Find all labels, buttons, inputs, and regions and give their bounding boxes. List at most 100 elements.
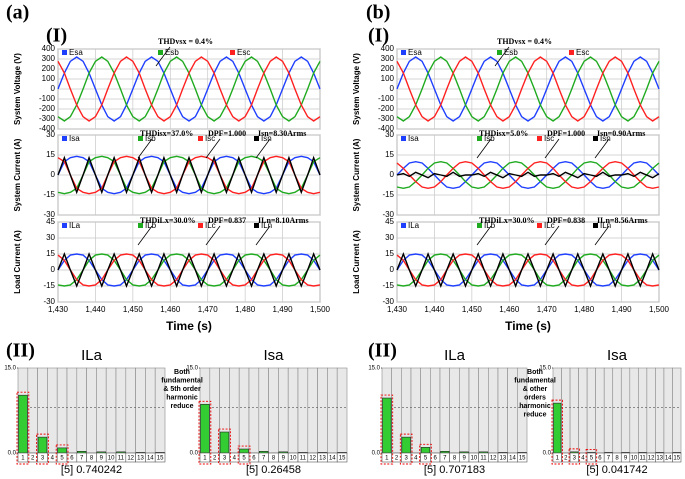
series-line	[396, 160, 660, 190]
legend-swatch	[593, 136, 598, 141]
x-tick-label: 11	[118, 456, 125, 462]
bar-background	[612, 367, 622, 454]
x-tick-label: 1,470	[198, 305, 219, 314]
legend-label: ILb	[145, 221, 157, 230]
y-tick-label: 300	[42, 54, 56, 63]
bar-background	[56, 367, 68, 454]
y-tick-label: -15	[43, 190, 55, 199]
x-tick-label: 3	[573, 456, 577, 462]
x-tick-label: 1,500	[310, 305, 331, 314]
caption: [5] 0.041742	[586, 464, 647, 476]
bar-background	[663, 367, 673, 454]
legend-label: Esa	[69, 48, 83, 57]
x-tick-label: 1,460	[160, 305, 181, 314]
legend-label: Isc	[544, 134, 554, 143]
legend-swatch	[198, 223, 203, 228]
x-tick-label: 1,430	[48, 305, 69, 314]
annotation: DPF=1.000	[208, 129, 246, 138]
y-tick-label: 15	[46, 249, 55, 258]
legend-label: Isb	[145, 134, 156, 143]
bar-background	[646, 367, 656, 454]
x-tick-label: 12	[127, 456, 134, 462]
annotation: orders	[524, 394, 546, 401]
legend-label: ILa	[69, 221, 81, 230]
x-tick-label: 1,460	[499, 305, 520, 314]
bar-background	[595, 367, 605, 454]
bar-background	[672, 367, 682, 454]
y-tick-label: 0	[51, 170, 56, 179]
category-box	[336, 452, 348, 463]
bar-background	[105, 367, 117, 454]
legend-swatch	[230, 50, 235, 55]
y-tick-label: -15	[382, 190, 394, 199]
x-tick-label: 15	[673, 456, 680, 462]
bar-background	[420, 367, 431, 454]
x-tick-label: 13	[499, 456, 506, 462]
annotation-arrow	[137, 138, 153, 159]
legend-swatch	[62, 223, 67, 228]
legend-label: Esb	[165, 48, 179, 57]
bar-background	[115, 367, 127, 454]
y-tick-label: 0	[51, 265, 56, 274]
bar-background	[287, 367, 299, 454]
x-tick-label: 9	[100, 456, 104, 462]
x-tick-label: 7	[443, 456, 447, 462]
category-box	[154, 452, 166, 463]
annotation: ILn=8.10Arms	[258, 216, 309, 225]
bar-background	[27, 367, 38, 454]
y-tick-label: -15	[43, 281, 55, 290]
bar-background	[655, 367, 665, 454]
bar-background	[47, 367, 58, 454]
series-line	[57, 253, 321, 287]
x-tick-label: 11	[480, 456, 487, 462]
bar-background	[488, 367, 499, 454]
annotation: harmonic	[519, 403, 551, 410]
y-tick-label: 30	[46, 233, 55, 242]
x-tick-label: 13	[319, 456, 326, 462]
x-tick-label: 6	[433, 456, 437, 462]
legend-swatch	[138, 223, 143, 228]
legend-swatch	[537, 223, 542, 228]
series-line	[57, 252, 321, 288]
annotation: THDvsx = 0.4%	[158, 37, 213, 46]
bar	[420, 447, 431, 454]
series-line	[57, 155, 321, 195]
annotation: harmonic	[166, 394, 198, 401]
category-box	[672, 452, 682, 463]
bar	[553, 402, 562, 454]
y-tick-label: 100	[381, 74, 395, 83]
x-tick-label: 7	[262, 456, 266, 462]
x-tick-label: 2	[213, 456, 217, 462]
x-tick-label: 3	[404, 456, 408, 462]
y-tick-label: 0.0	[372, 451, 381, 457]
section-label: (I)	[368, 25, 389, 47]
bar-background	[317, 367, 328, 454]
x-tick-label: 8	[615, 456, 619, 462]
highlight-box	[218, 428, 231, 465]
chart-title: ILa	[81, 347, 103, 364]
panel-label: (a)	[6, 2, 29, 24]
legend-label: Esc	[576, 48, 589, 57]
bar-background	[76, 367, 87, 454]
x-tick-label: 15	[157, 456, 164, 462]
annotation-arrow	[476, 138, 492, 159]
y-tick-label: 0	[390, 84, 395, 93]
annotation-arrow	[255, 225, 271, 246]
annotation: DPF=0.837	[208, 216, 246, 225]
bar	[219, 431, 230, 454]
section-label: (II)	[368, 340, 397, 362]
x-tick-label: 1	[385, 456, 389, 462]
series-line	[396, 252, 660, 288]
annotation: Isn=8.30Arms	[258, 129, 306, 138]
y-tick-label: 15.0	[368, 366, 380, 372]
y-tick-label: 30	[385, 130, 394, 139]
y-tick-label: 0.0	[8, 451, 17, 457]
x-tick-label: 1,430	[387, 305, 408, 314]
bar	[401, 436, 411, 454]
highlight-box	[237, 445, 251, 465]
y-tick-label: -200	[378, 104, 395, 113]
x-tick-label: 4	[581, 456, 585, 462]
legend-label: ILc	[205, 221, 216, 230]
annotation: DPF=1.000	[547, 129, 585, 138]
bar-background	[125, 367, 136, 454]
